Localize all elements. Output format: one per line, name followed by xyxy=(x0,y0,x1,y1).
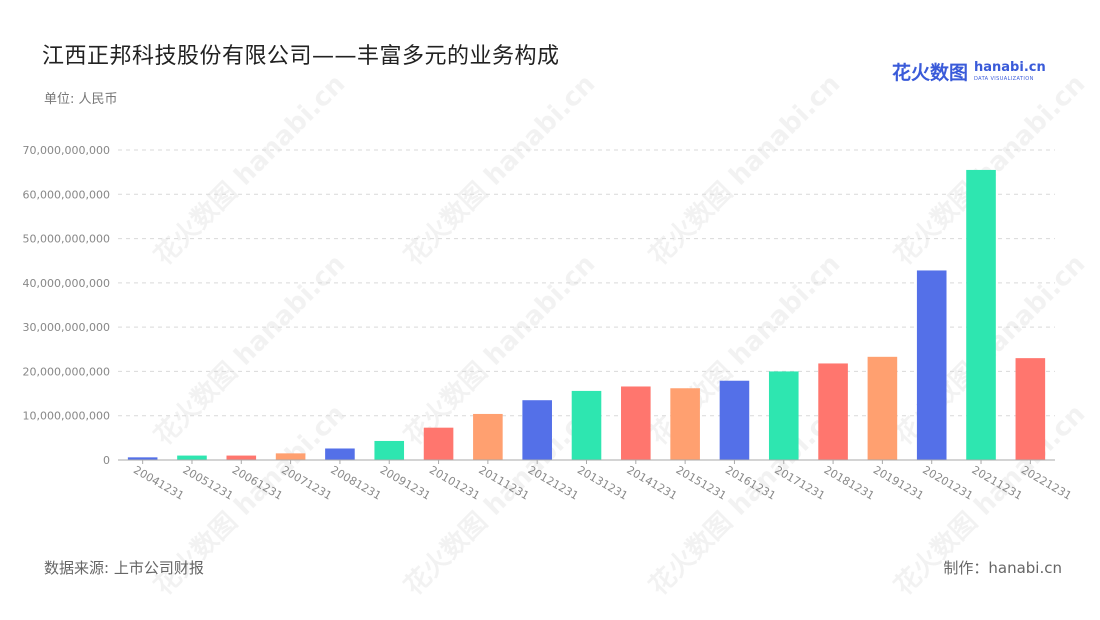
bars xyxy=(127,169,1046,460)
bar-20181231 xyxy=(818,363,848,460)
bar-20081231 xyxy=(325,448,355,460)
x-tick-label: 20221231 xyxy=(1019,463,1074,502)
logo-tagline: DATA VISUALIZATION xyxy=(974,76,1034,82)
bar-20171231 xyxy=(768,371,799,460)
bar-20141231 xyxy=(621,386,651,460)
bar-20211231 xyxy=(966,169,996,460)
x-tick-label: 20171231 xyxy=(772,463,827,502)
bar-20061231 xyxy=(226,455,257,460)
unit-label: 单位: 人民币 xyxy=(44,92,118,107)
x-tick-label: 20101231 xyxy=(427,463,482,502)
grid-lines xyxy=(118,149,1055,417)
y-axis: 0 10,000,000,000 20,000,000,000 30,000,000,… xyxy=(23,144,110,467)
maker-credit: 制作：hanabi.cn xyxy=(943,559,1062,577)
bar-20121231 xyxy=(522,400,552,460)
bar-20041231 xyxy=(127,457,158,460)
bar-20151231 xyxy=(670,388,700,460)
bar-20201231 xyxy=(916,270,947,460)
chart-title: 江西正邦科技股份有限公司——丰富多元的业务构成 xyxy=(42,44,560,69)
y-tick-label: 70,000,000,000 xyxy=(23,144,110,157)
y-tick-label: 20,000,000,000 xyxy=(23,365,110,378)
x-tick-label: 20121231 xyxy=(526,463,581,502)
data-source: 数据来源: 上市公司财报 xyxy=(44,559,204,577)
bar-20131231 xyxy=(571,390,602,460)
bar-20191231 xyxy=(867,356,898,460)
x-tick-label: 20071231 xyxy=(279,463,334,502)
logo-main-text: 花火数图 xyxy=(892,62,969,84)
x-tick-label: 20191231 xyxy=(871,463,926,502)
x-tick-label: 20211231 xyxy=(970,463,1025,502)
y-tick-label: 0 xyxy=(103,454,110,467)
bar-20071231 xyxy=(275,453,306,460)
logo-sub-text: hanabi.cn xyxy=(974,60,1046,75)
bar-20161231 xyxy=(719,380,750,460)
bar-20221231 xyxy=(1015,358,1046,460)
x-tick-label: 20041231 xyxy=(131,463,186,502)
x-tick-label: 20081231 xyxy=(328,463,383,502)
x-axis: 2004123120051231200612312007123120081231… xyxy=(118,459,1074,503)
x-tick-label: 20151231 xyxy=(674,463,729,502)
x-tick-label: 20141231 xyxy=(624,463,679,502)
brand-logo: 花火数图 hanabi.cn DATA VISUALIZATION xyxy=(892,58,1046,86)
bar-20051231 xyxy=(177,455,207,460)
x-tick-label: 20111231 xyxy=(476,463,531,502)
bar-20101231 xyxy=(423,427,454,460)
y-tick-label: 40,000,000,000 xyxy=(23,277,110,290)
y-tick-label: 60,000,000,000 xyxy=(23,188,110,201)
y-tick-label: 50,000,000,000 xyxy=(23,233,110,246)
x-tick-label: 20061231 xyxy=(230,463,285,502)
x-tick-label: 20131231 xyxy=(575,463,630,502)
y-tick-label: 30,000,000,000 xyxy=(23,321,110,334)
bar-20111231 xyxy=(473,413,503,460)
bar-20091231 xyxy=(374,440,405,460)
x-tick-label: 20161231 xyxy=(723,463,778,502)
x-tick-label: 20091231 xyxy=(378,463,433,502)
y-tick-label: 10,000,000,000 xyxy=(23,410,110,423)
x-tick-label: 20181231 xyxy=(822,463,877,502)
x-tick-label: 20051231 xyxy=(180,463,235,502)
x-tick-label: 20201231 xyxy=(920,463,975,502)
